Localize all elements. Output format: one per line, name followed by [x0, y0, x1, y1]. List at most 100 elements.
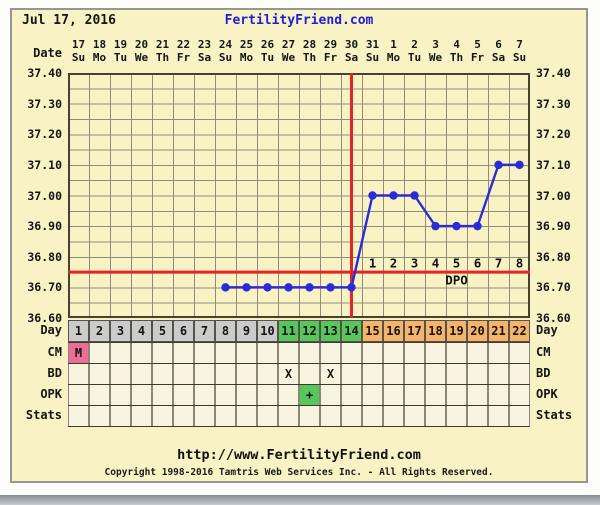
bd-cell	[404, 364, 425, 385]
bd-cell	[341, 364, 362, 385]
date-cell: 25	[239, 38, 254, 51]
dpo-number: 3	[411, 256, 419, 271]
stats-cell	[488, 406, 509, 427]
opk-cell	[152, 385, 173, 406]
day-cell: 13	[320, 320, 341, 342]
row-label-cm-right: CM	[536, 345, 551, 359]
opk-cell	[236, 385, 257, 406]
weekday-cell: Mo	[386, 51, 401, 64]
date-cell: 21	[155, 38, 170, 51]
date-axis-label: Date	[33, 46, 62, 60]
bd-cell	[236, 364, 257, 385]
stats-cell	[383, 406, 404, 427]
temperature-point	[347, 283, 356, 292]
temperature-point	[221, 283, 230, 292]
cm-cell	[341, 343, 362, 364]
site-title-link[interactable]: FertilityFriend.com	[224, 13, 374, 28]
temperature-point	[263, 283, 272, 292]
row-label-opk-right: OPK	[536, 387, 558, 401]
stats-cell	[236, 406, 257, 427]
y-axis-tick-right: 36.60	[536, 311, 571, 325]
opk-cell	[383, 385, 404, 406]
stats-cell	[89, 406, 110, 427]
cm-cell	[320, 343, 341, 364]
opk-cell	[173, 385, 194, 406]
stats-cell	[320, 406, 341, 427]
weekday-cell: We	[428, 51, 443, 64]
dpo-number: 8	[516, 256, 524, 271]
date-cell: 19	[113, 38, 128, 51]
stats-cell	[509, 406, 530, 427]
y-axis-tick-right: 36.70	[536, 280, 571, 295]
date-cell: 22	[176, 38, 191, 51]
stats-row	[68, 405, 530, 427]
opk-cell	[131, 385, 152, 406]
day-cell: 1	[68, 320, 89, 342]
row-label-bd-right: BD	[536, 366, 551, 380]
day-cell: 17	[404, 320, 425, 342]
weekday-cell: Sa	[197, 51, 212, 64]
date-cell: 7	[516, 38, 523, 51]
day-cell: 3	[110, 320, 131, 342]
temperature-point	[515, 160, 524, 170]
opk-row: +	[68, 384, 530, 406]
weekday-cell: Tu	[113, 51, 128, 64]
temperature-point	[305, 283, 314, 292]
temperature-point	[368, 191, 377, 200]
stats-cell	[299, 406, 320, 427]
bd-cell	[89, 364, 110, 385]
bd-cell	[446, 364, 467, 385]
day-cell: 16	[383, 320, 404, 342]
day-row-label-right: Day	[536, 323, 558, 337]
stats-cell	[341, 406, 362, 427]
cm-cell	[257, 343, 278, 364]
opk-cell	[215, 385, 236, 406]
y-axis-tick-left: 37.30	[27, 96, 62, 111]
date-cell: 20	[134, 38, 149, 51]
date-cell: 23	[197, 38, 212, 51]
temperature-point	[452, 221, 461, 231]
footer-url-link[interactable]: http://www.FertilityFriend.com	[177, 447, 421, 463]
weekday-cell: Tu	[260, 51, 275, 64]
y-axis-tick-left: 37.40	[27, 66, 62, 80]
opk-cell	[194, 385, 215, 406]
bd-cell	[383, 364, 404, 385]
bd-cell	[173, 364, 194, 385]
day-cell: 7	[194, 320, 215, 342]
cm-cell	[467, 343, 488, 364]
cm-cell	[215, 343, 236, 364]
dpo-number: 7	[495, 256, 503, 271]
y-axis-bottom-label-left	[12, 304, 62, 318]
day-cell: 4	[131, 320, 152, 342]
cm-cell	[383, 343, 404, 364]
cm-cell	[362, 343, 383, 364]
opk-cell	[257, 385, 278, 406]
fertility-chart: Jul 17, 2016 FertilityFriend.com Date 17…	[10, 8, 588, 483]
weekday-cell: Su	[365, 51, 380, 64]
weekday-cell: Th	[155, 51, 170, 64]
dpo-caption: DPO	[445, 273, 468, 288]
opk-cell	[404, 385, 425, 406]
day-cell: 10	[257, 320, 278, 342]
y-axis-tick-left: 37.10	[27, 157, 62, 172]
y-axis-tick-right: 37.40	[536, 66, 571, 80]
dpo-number: 4	[432, 256, 440, 271]
stats-cell	[173, 406, 194, 427]
row-label-cm-left: CM	[47, 345, 62, 359]
page-bottom-bar	[0, 495, 600, 505]
day-cell: 18	[425, 320, 446, 342]
y-axis-tick-left: 36.70	[27, 280, 62, 295]
day-cell: 12	[299, 320, 320, 342]
stats-cell	[257, 406, 278, 427]
cm-cell	[425, 343, 446, 364]
y-axis-tick-right: 37.30	[536, 96, 571, 111]
date-cell: 3	[432, 38, 439, 51]
stats-cell	[215, 406, 236, 427]
weekday-cell: Fr	[470, 51, 485, 64]
cm-cell: M	[68, 343, 89, 364]
temperature-plot: 1 2 3 4 5 6 7 8 DPO	[68, 73, 530, 318]
dpo-number: 1	[369, 256, 377, 271]
date-cell: 28	[302, 38, 317, 51]
row-label-bd-left: BD	[47, 366, 62, 380]
cm-row: M	[68, 342, 530, 364]
